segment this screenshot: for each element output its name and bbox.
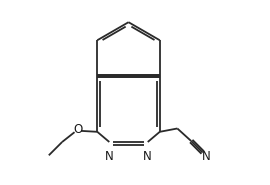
Text: N: N <box>143 150 152 163</box>
Text: O: O <box>73 123 82 137</box>
Text: N: N <box>202 150 211 163</box>
Text: N: N <box>105 150 114 163</box>
